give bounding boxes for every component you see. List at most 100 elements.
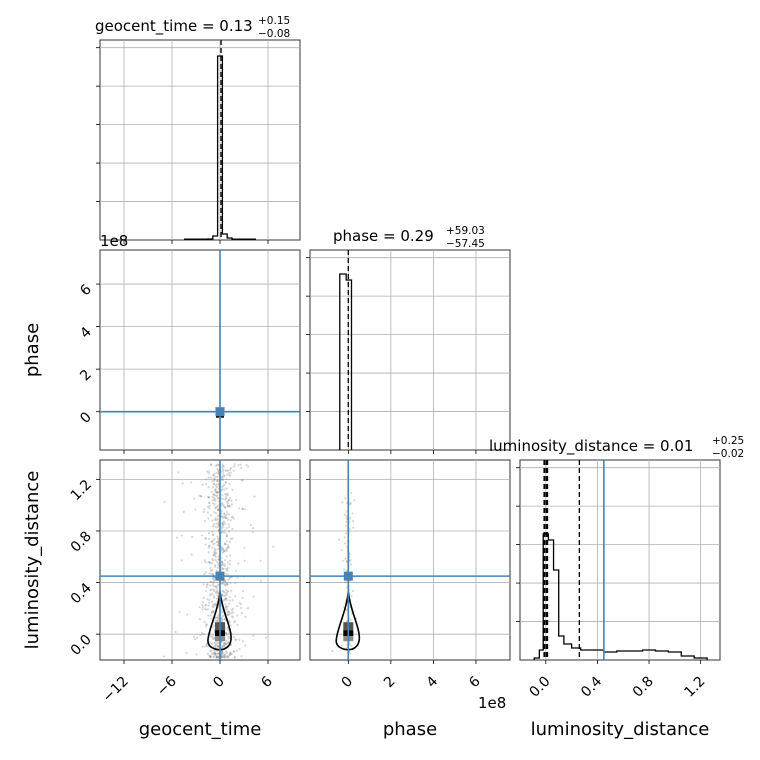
scatter-point — [211, 603, 215, 606]
y-tick-label-luminosity_distance: 0.0 — [68, 632, 95, 659]
scatter-point — [349, 652, 352, 655]
scatter-point — [216, 475, 219, 478]
scatter-point — [232, 517, 235, 520]
scatter-point — [349, 501, 352, 504]
scatter-point — [229, 519, 233, 522]
scatter-point — [201, 645, 204, 648]
scatter-point — [206, 470, 209, 473]
scatter-point — [225, 534, 229, 538]
scatter-point — [214, 652, 217, 655]
scatter-point — [210, 476, 213, 479]
scatter-point — [228, 541, 231, 544]
scatter-point — [221, 645, 224, 648]
scatter-point — [228, 482, 231, 485]
scatter-point — [205, 623, 209, 626]
scatter-point — [212, 581, 215, 584]
scatter-point — [217, 522, 220, 525]
scatter-point — [212, 483, 216, 486]
scatter-point — [206, 505, 210, 508]
scatter-point — [220, 593, 224, 597]
scatter-point — [241, 479, 244, 482]
scatter-point — [206, 608, 210, 611]
scatter-point — [213, 641, 217, 645]
scatter-point — [205, 644, 208, 647]
scatter-point — [220, 563, 224, 566]
scatter-point — [240, 466, 243, 470]
scatter-point — [221, 567, 224, 570]
scatter-point — [220, 560, 224, 563]
scatter-point — [220, 504, 223, 508]
scatter-point — [231, 537, 234, 540]
scatter-point — [207, 517, 210, 520]
scatter-point — [231, 488, 234, 492]
panel-geocent-time-histogram — [96, 39, 301, 244]
scatter-point — [220, 656, 223, 659]
scatter-point — [220, 582, 223, 585]
scatter-point — [209, 650, 213, 653]
scatter-point — [226, 613, 230, 616]
scatter-point — [231, 607, 235, 610]
scatter-point — [229, 468, 232, 471]
scatter-point — [211, 577, 215, 580]
scatter-point — [223, 642, 227, 645]
truth-marker — [215, 571, 225, 581]
scatter-point — [192, 635, 196, 638]
scatter-point — [225, 632, 228, 635]
x-tick-label-phase: 6 — [466, 673, 484, 691]
scatter-point — [344, 524, 348, 527]
scatter-point — [213, 644, 216, 647]
scatter-point — [200, 495, 203, 498]
scatter-point — [212, 588, 215, 591]
scatter-point — [244, 615, 247, 619]
scatter-point — [214, 491, 218, 494]
scatter-point — [215, 655, 219, 658]
scatter-point — [217, 524, 220, 527]
scatter-point — [225, 592, 228, 595]
scatter-point — [217, 614, 220, 617]
scatter-point — [214, 484, 217, 487]
scatter-point — [245, 463, 248, 467]
scatter-point — [212, 482, 216, 485]
scatter-point — [202, 596, 205, 599]
scatter-point — [235, 604, 239, 607]
scatter-point — [225, 607, 228, 610]
scatter-point — [217, 656, 220, 659]
panel-luminosity-distance-vs-geocent-time — [96, 459, 301, 664]
scatter-point — [222, 547, 225, 551]
scatter-point — [228, 504, 231, 507]
gridlines-vertical — [545, 460, 702, 660]
scatter-point — [217, 469, 220, 472]
scatter-point — [229, 537, 232, 540]
scatter-point — [207, 614, 210, 617]
title-luminosity-distance: luminosity_distance = 0.01 +0.25 −0.02 — [489, 435, 744, 460]
scatter-point — [226, 569, 229, 572]
scatter-point — [213, 479, 216, 482]
scatter-point — [201, 604, 204, 607]
scatter-point — [210, 611, 213, 615]
panel-frame — [309, 249, 511, 451]
scatter-point — [210, 588, 213, 591]
xlabel-phase: phase — [383, 719, 437, 740]
scatter-point — [233, 463, 236, 466]
scatter-point — [209, 584, 212, 587]
scatter-point — [215, 505, 218, 508]
scatter-point — [174, 630, 177, 634]
scatter-point — [207, 471, 210, 475]
scatter-point — [213, 652, 217, 655]
scatter-point — [209, 566, 212, 570]
scatter-point — [223, 564, 226, 568]
scatter-point — [215, 494, 218, 498]
scatter-point — [221, 551, 224, 554]
scatter-point — [212, 553, 215, 557]
scatter-point — [215, 471, 218, 475]
scatter-point — [223, 531, 226, 534]
scatter-point — [230, 624, 233, 627]
title-luminosity-distance-main: luminosity_distance = 0.01 — [489, 437, 693, 456]
scatter-point — [350, 644, 353, 647]
scatter-point — [226, 543, 229, 547]
scatter-point — [344, 542, 347, 545]
scatter-point — [241, 589, 245, 593]
scatter-point — [232, 469, 235, 472]
scatter-point — [225, 599, 228, 602]
